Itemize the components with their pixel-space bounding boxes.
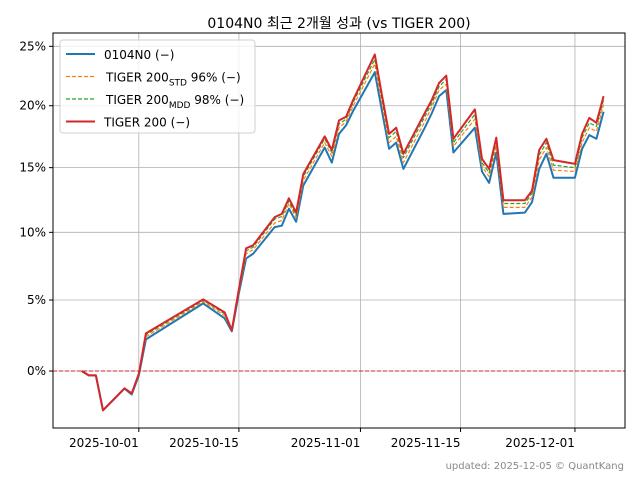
footer-updated: updated: 2025-12-05 © QuantKang: [446, 461, 624, 472]
chart-title: 0104N0 최근 2개월 성과 (vs TIGER 200): [207, 16, 470, 32]
legend-label-sub: STD: [169, 79, 187, 89]
y-tick-label: 0%: [27, 364, 46, 378]
legend-label-main: TIGER 200: [105, 71, 169, 85]
x-tick-label: 2025-11-01: [291, 436, 361, 450]
legend-label-suffix: 98% (−): [190, 93, 244, 107]
legend-label-0: 0104N0 (−): [104, 48, 174, 62]
y-tick-label: 20%: [19, 99, 46, 113]
legend: 0104N0 (−)TIGER 200STD 96% (−)TIGER 200M…: [60, 40, 255, 133]
y-tick-label: 25%: [19, 39, 46, 53]
legend-label-main: TIGER 200 (−): [103, 116, 190, 130]
legend-label-suffix: 96% (−): [187, 71, 241, 85]
y-tick-label: 10%: [19, 225, 46, 239]
legend-label-3: TIGER 200 (−): [103, 116, 190, 130]
y-tick-label: 5%: [27, 293, 46, 307]
legend-label-main: 0104N0 (−): [104, 48, 174, 62]
y-tick-label: 15%: [19, 161, 46, 175]
x-tick-label: 2025-12-01: [505, 436, 575, 450]
x-tick-label: 2025-10-01: [69, 436, 139, 450]
x-tick-label: 2025-10-15: [169, 436, 239, 450]
legend-label-sub: MDD: [169, 101, 191, 111]
x-tick-label: 2025-11-15: [391, 436, 461, 450]
legend-label-main: TIGER 200: [105, 93, 169, 107]
